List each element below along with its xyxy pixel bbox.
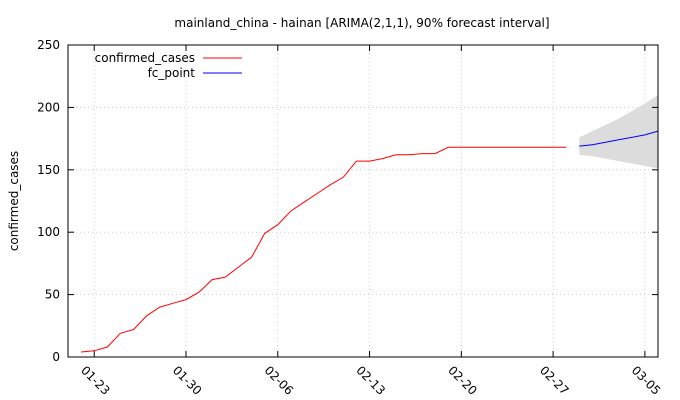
chart-title: mainland_china - hainan [ARIMA(2,1,1), 9… [174, 16, 549, 30]
x-tick-label: 02-20 [445, 363, 480, 398]
x-tick-label: 02-06 [262, 363, 297, 398]
y-tick-label: 50 [45, 288, 60, 302]
forecast-interval-band [579, 94, 658, 169]
y-tick-label: 250 [37, 38, 60, 52]
forecast-band-layer [579, 94, 658, 169]
legend-label: fc_point [148, 66, 196, 80]
series-line-fc-point [579, 130, 659, 147]
y-tick-label: 0 [52, 350, 60, 364]
y-tick-label: 150 [37, 163, 60, 177]
x-tick-label: 02-13 [353, 363, 388, 398]
plot-border [67, 44, 659, 358]
x-tick-label: 03-05 [629, 363, 664, 398]
legend-label: confirmed_cases [95, 51, 195, 65]
y-tick-label: 100 [37, 225, 60, 239]
series-layer [81, 130, 659, 353]
x-tick-label: 01-23 [78, 363, 113, 398]
y-tick-label: 200 [37, 100, 60, 114]
series-line-confirmed-cases [81, 146, 567, 353]
axis-layer: 0 50 100 150 200 250 01-23 01-30 02-06 02-13 02-20… [37, 38, 663, 398]
y-axis-label: confirmed_cases [7, 151, 21, 251]
x-tick-label: 02-27 [537, 363, 572, 398]
grid-layer [68, 45, 658, 357]
x-tick-label: 01-30 [170, 363, 205, 398]
